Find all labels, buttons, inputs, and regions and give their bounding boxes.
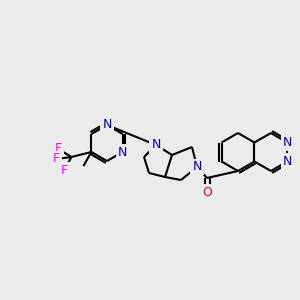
Text: N: N: [283, 136, 292, 149]
Text: N: N: [192, 160, 202, 173]
Text: N: N: [118, 146, 127, 158]
Text: F: F: [61, 164, 68, 176]
Text: F: F: [55, 142, 62, 155]
Text: N: N: [283, 155, 292, 168]
Text: F: F: [53, 152, 60, 166]
Text: O: O: [202, 185, 212, 199]
Text: N: N: [151, 139, 161, 152]
Text: N: N: [102, 118, 112, 131]
